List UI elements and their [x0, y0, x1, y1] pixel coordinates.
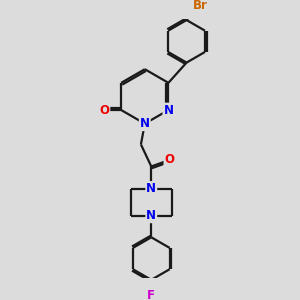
- Text: N: N: [146, 182, 156, 195]
- Text: Br: Br: [193, 0, 208, 11]
- Text: O: O: [99, 103, 110, 117]
- Text: N: N: [140, 117, 150, 130]
- Text: F: F: [147, 289, 155, 300]
- Text: N: N: [146, 209, 156, 222]
- Text: N: N: [164, 103, 173, 117]
- Text: O: O: [164, 154, 175, 166]
